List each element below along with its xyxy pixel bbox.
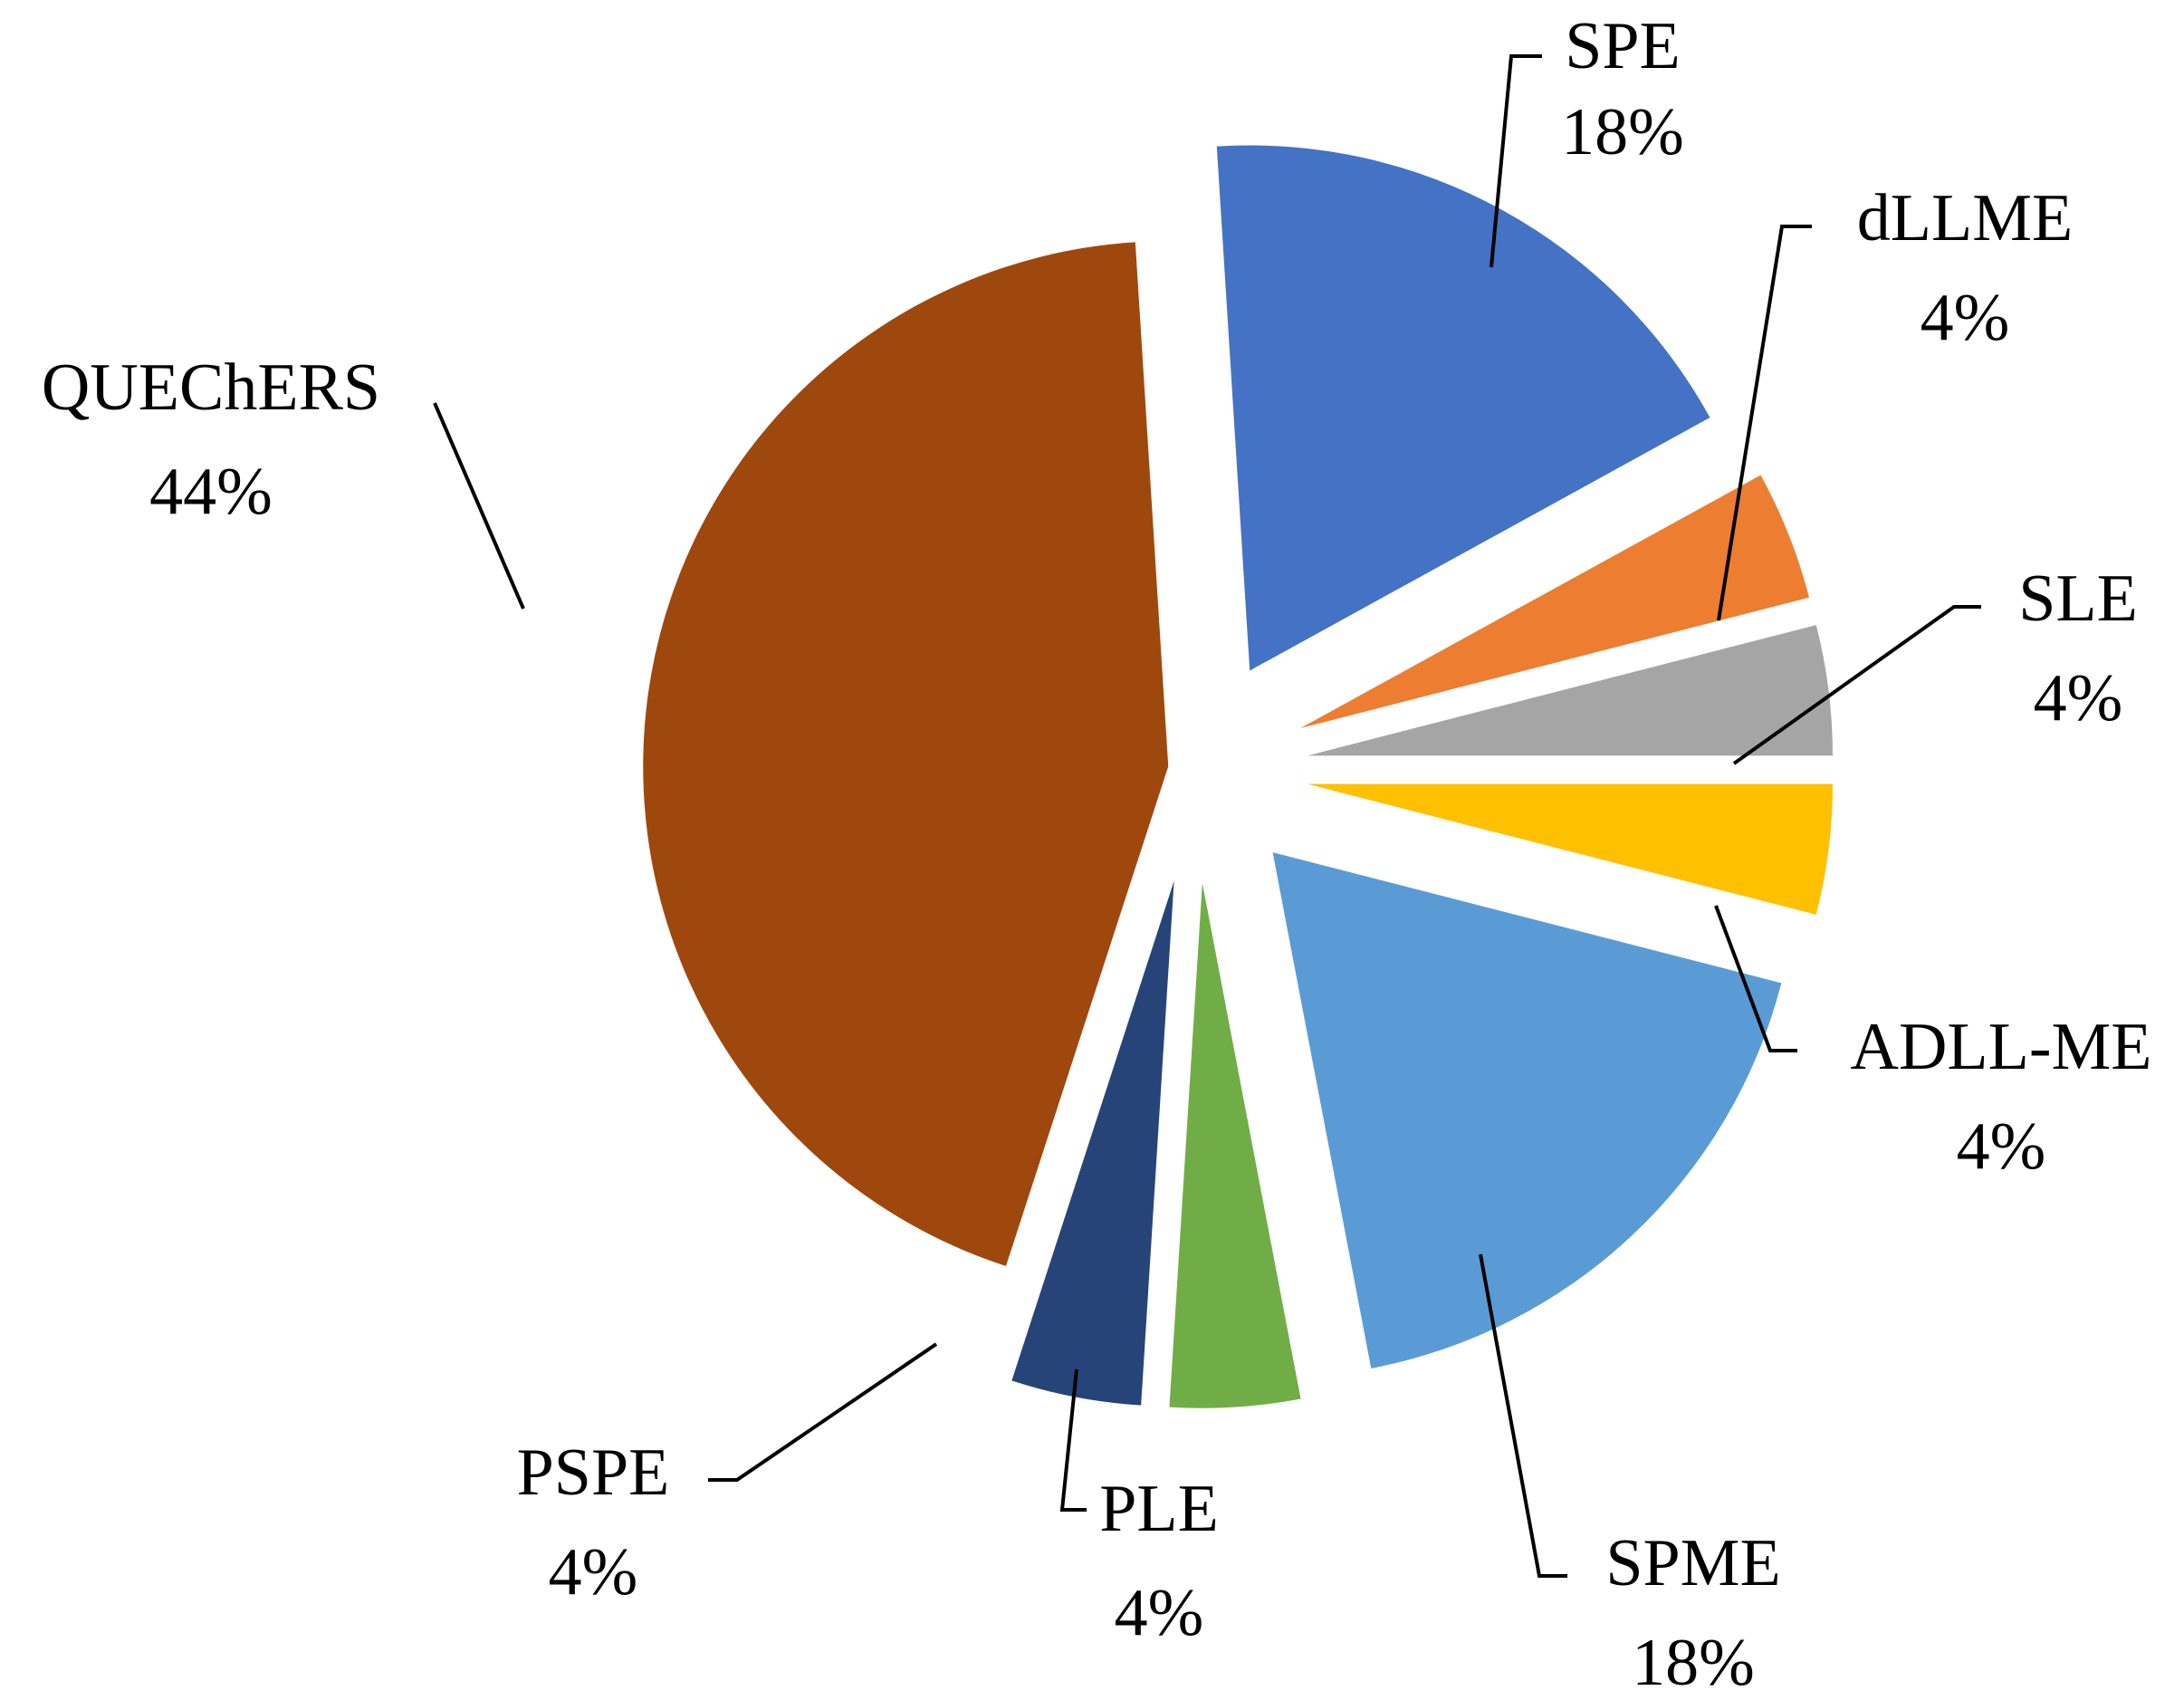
slice-percent-label: 44%: [149, 455, 273, 529]
slice-percent-label: 4%: [1921, 281, 2010, 355]
pie-slice-dllme: [1300, 475, 1810, 728]
slice-label: QUEChERS: [42, 351, 380, 425]
leader-line-spe: [1490, 54, 1542, 268]
pie-slice-adll-me: [1308, 783, 1834, 915]
pie-slice-quechers: [643, 242, 1169, 1266]
slice-percent-label: 4%: [1957, 1109, 2046, 1184]
slice-label: SPME: [1605, 1526, 1780, 1600]
slice-label: PSPE: [517, 1436, 670, 1510]
slice-label: SPE: [1565, 9, 1681, 83]
leader-line-ple: [1059, 1369, 1087, 1512]
leader-lines-layer: [433, 54, 1981, 1578]
slice-percent-label: 4%: [2034, 661, 2123, 735]
slices-layer: [643, 145, 1834, 1408]
leader-line-pspe: [708, 1342, 938, 1482]
pie-slice-spe: [1216, 145, 1710, 671]
leader-line-sle: [1732, 605, 1981, 765]
slice-label: PLE: [1099, 1472, 1219, 1546]
labels-layer: SPE 18% dLLME 4% SLE 4% ADLL-ME 4% SPME 18% PLE 4% P…: [42, 9, 2152, 1700]
slice-percent-label: 18%: [1561, 95, 1684, 169]
pie-slice-sle: [1308, 625, 1834, 756]
leader-line-quechers: [433, 402, 525, 610]
pie-slice-spme: [1272, 852, 1782, 1369]
slice-percent-label: 4%: [1115, 1576, 1204, 1650]
pie-slice-pspe: [1011, 880, 1174, 1406]
leader-line-spme: [1479, 1253, 1567, 1578]
leader-line-adll-me: [1714, 905, 1797, 1052]
slice-label: dLLME: [1857, 181, 2073, 255]
slice-label: SLE: [2018, 562, 2138, 636]
leader-line-dllme: [1717, 225, 1812, 621]
slice-percent-label: 4%: [549, 1535, 638, 1609]
pie-slice-ple: [1169, 882, 1301, 1408]
slice-label: ADLL-ME: [1851, 1010, 2152, 1084]
slice-percent-label: 18%: [1632, 1626, 1755, 1695]
